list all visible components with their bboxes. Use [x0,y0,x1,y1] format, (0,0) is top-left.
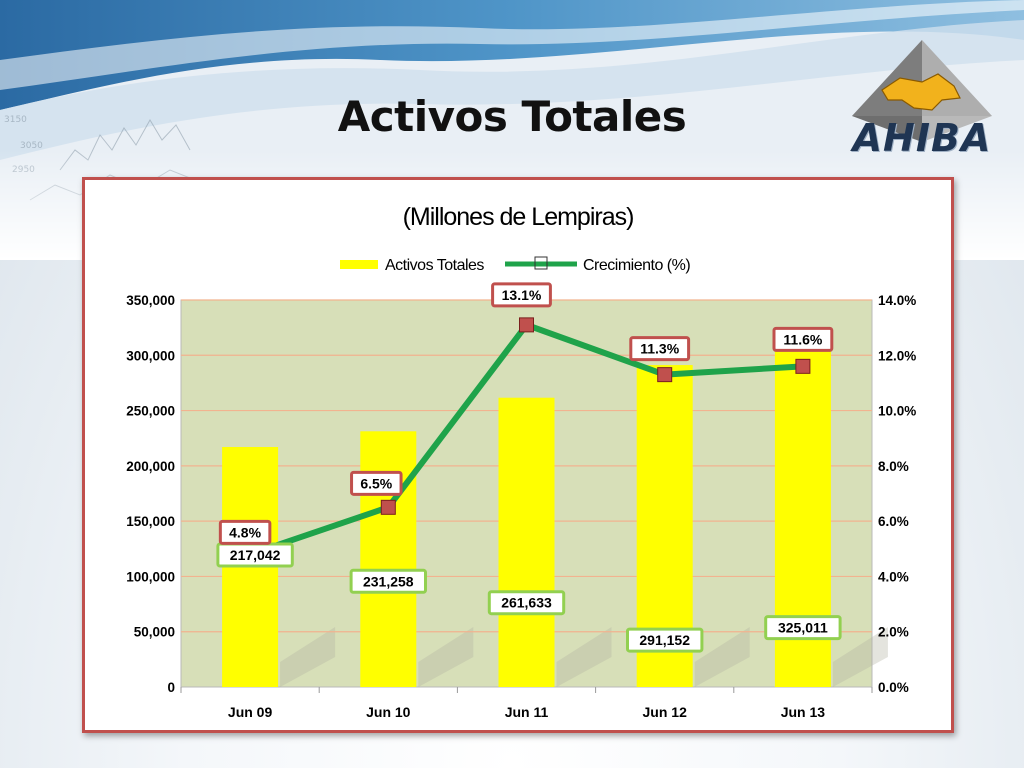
line-data-label: 11.6% [783,331,822,347]
legend-swatch-activos [340,260,378,269]
y-tick-left: 150,000 [126,514,175,529]
y-tick-left: 100,000 [126,569,175,584]
line-data-label: 6.5% [360,475,392,491]
line-marker-crecimiento [380,499,396,515]
combo-chart: (Millones de Lempiras) Activos Totales Cre… [126,203,916,720]
svg-text:3150: 3150 [4,115,27,125]
line-data-label-box [772,326,834,352]
legend-label-activos: Activos Totales [385,257,484,274]
line-data-label: 13.1% [502,287,542,303]
bar-activos [360,431,417,687]
line-marker-crecimiento [519,317,534,333]
y-tick-right: 2.0% [878,625,909,640]
bar-data-label-box [487,590,566,616]
svg-text:3050: 3050 [20,141,43,151]
bar-data-label: 261,633 [501,595,552,611]
slide-title: Activos Totales [337,92,687,141]
y-tick-left: 250,000 [126,404,175,419]
y-tick-right: 8.0% [878,459,909,474]
y-tick-left: 300,000 [126,348,175,363]
bar-data-label: 291,152 [639,632,690,648]
line-data-label-box [218,519,272,545]
bar-shadow [832,627,888,687]
bar-data-label: 231,258 [363,573,414,589]
y-tick-right: 6.0% [878,514,909,529]
line-marker-crecimiento [795,358,811,374]
bar-data-label-box [764,615,842,641]
line-data-label: 4.8% [229,524,261,540]
y-tick-right: 14.0% [878,293,916,308]
bar-shadow [694,627,750,687]
y-tick-right: 0.0% [878,680,909,695]
x-tick-label: Jun 10 [366,704,411,720]
x-tick-label: Jun 13 [781,704,826,720]
bar-activos [498,397,555,687]
legend-swatch-crecimiento-marker [534,256,548,270]
chart-frame: (Millones de Lempiras) Activos Totales Cre… [82,177,954,733]
bar-shadow [418,627,474,687]
x-tick-label: Jun 09 [228,704,273,720]
x-tick-label: Jun 11 [505,704,549,720]
bar-data-label-box [349,568,428,594]
y-tick-left: 200,000 [126,459,175,474]
y-tick-right: 4.0% [878,569,909,584]
ahiba-logo-pyramid-icon [852,40,992,142]
y-tick-right: 10.0% [878,404,916,419]
y-tick-left: 0 [167,680,175,695]
line-data-label-box [491,282,552,308]
line-data-label: 11.3% [640,341,679,357]
y-tick-left: 350,000 [126,293,175,308]
logo-text: AHIBA [852,116,992,160]
bar-data-label-box [626,627,704,653]
x-tick-label: Jun 12 [643,704,688,720]
line-data-label-box [629,336,691,362]
bar-shadow [280,627,336,687]
line-marker-crecimiento [657,367,673,383]
chart-title: (Millones de Lempiras) [403,203,634,231]
legend-label-crecimiento: Crecimiento (%) [583,257,690,274]
bar-data-label: 325,011 [778,620,828,636]
y-tick-right: 12.0% [878,348,916,363]
bar-data-label: 217,042 [230,547,281,563]
y-tick-left: 50,000 [134,625,175,640]
line-data-label-box [350,470,403,496]
bar-shadow [556,627,612,687]
